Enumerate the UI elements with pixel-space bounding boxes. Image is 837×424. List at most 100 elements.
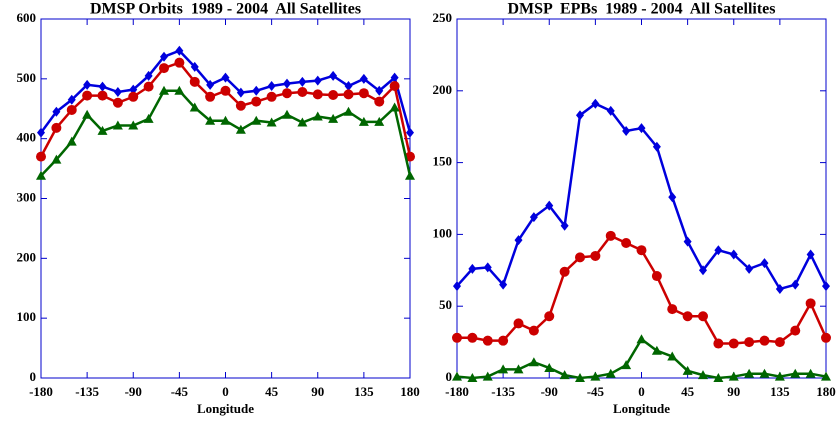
marker bbox=[174, 85, 185, 95]
marker bbox=[297, 86, 308, 97]
marker bbox=[297, 117, 308, 127]
marker bbox=[128, 120, 139, 130]
y-tick-label: 300 bbox=[17, 189, 37, 204]
marker bbox=[590, 371, 601, 381]
marker bbox=[528, 357, 539, 367]
y-tick-label: 100 bbox=[17, 309, 37, 324]
marker bbox=[97, 90, 108, 101]
marker bbox=[667, 304, 678, 315]
marker bbox=[36, 151, 46, 162]
marker bbox=[328, 89, 339, 100]
marker bbox=[283, 78, 291, 89]
marker bbox=[83, 79, 92, 90]
marker bbox=[806, 249, 815, 260]
marker bbox=[482, 371, 493, 381]
marker bbox=[82, 90, 93, 101]
marker bbox=[729, 249, 738, 260]
marker bbox=[636, 334, 647, 344]
marker bbox=[205, 91, 216, 102]
marker bbox=[622, 126, 631, 137]
marker bbox=[637, 123, 646, 134]
marker bbox=[482, 335, 493, 346]
marker bbox=[312, 89, 323, 100]
marker bbox=[52, 106, 61, 117]
marker bbox=[358, 88, 369, 99]
marker bbox=[406, 127, 414, 138]
marker bbox=[698, 370, 708, 380]
marker bbox=[760, 258, 769, 269]
marker bbox=[36, 170, 46, 180]
marker bbox=[312, 111, 323, 121]
marker bbox=[744, 368, 755, 378]
marker bbox=[374, 116, 385, 126]
marker bbox=[576, 110, 584, 121]
marker bbox=[143, 113, 154, 123]
x-tick-label: 45 bbox=[681, 384, 695, 399]
marker bbox=[452, 332, 462, 343]
y-tick-label: 0 bbox=[446, 369, 453, 384]
marker bbox=[744, 337, 755, 348]
marker bbox=[698, 311, 708, 322]
marker bbox=[759, 368, 770, 378]
marker bbox=[452, 371, 462, 381]
marker bbox=[651, 345, 662, 355]
marker bbox=[651, 271, 662, 282]
marker bbox=[759, 335, 770, 346]
marker bbox=[468, 263, 477, 274]
marker bbox=[235, 124, 246, 134]
marker bbox=[575, 373, 585, 382]
marker bbox=[774, 337, 785, 348]
marker bbox=[683, 236, 692, 247]
y-tick-label: 150 bbox=[433, 154, 453, 169]
marker bbox=[189, 102, 200, 112]
y-tick-label: 400 bbox=[17, 130, 37, 145]
x-tick-label: -90 bbox=[125, 384, 142, 399]
y-tick-label: 200 bbox=[17, 249, 37, 264]
marker bbox=[575, 252, 585, 263]
marker bbox=[37, 127, 45, 138]
marker bbox=[343, 89, 354, 100]
marker bbox=[128, 91, 139, 102]
x-tick-label: 135 bbox=[354, 384, 374, 399]
marker bbox=[713, 373, 724, 382]
x-tick-label: -90 bbox=[541, 384, 558, 399]
marker bbox=[728, 371, 739, 381]
chart-title: DMSP Orbits 1989 - 2004 All Satellites bbox=[90, 1, 361, 18]
y-tick-label: 250 bbox=[433, 10, 453, 25]
marker bbox=[329, 70, 338, 81]
marker bbox=[544, 362, 555, 372]
x-tick-label: 90 bbox=[311, 384, 324, 399]
marker bbox=[112, 97, 123, 108]
marker bbox=[252, 85, 261, 96]
marker bbox=[358, 116, 369, 126]
marker bbox=[267, 81, 276, 92]
marker bbox=[467, 373, 478, 382]
x-tick-label: 135 bbox=[770, 384, 790, 399]
marker bbox=[359, 73, 368, 84]
plot-frame bbox=[456, 18, 827, 379]
series-line bbox=[40, 89, 412, 177]
marker bbox=[621, 360, 632, 370]
marker bbox=[790, 368, 801, 378]
marker bbox=[529, 212, 538, 223]
marker bbox=[821, 371, 831, 381]
x-axis-label: Longitude bbox=[613, 401, 670, 416]
x-tick-label: -135 bbox=[75, 384, 99, 399]
marker bbox=[821, 332, 831, 343]
y-tick-label: 200 bbox=[433, 82, 453, 97]
marker bbox=[559, 370, 570, 380]
x-tick-label: 45 bbox=[265, 384, 279, 399]
marker bbox=[51, 154, 62, 164]
marker bbox=[590, 250, 601, 261]
marker bbox=[605, 368, 616, 378]
marker bbox=[51, 122, 62, 133]
marker bbox=[713, 338, 724, 349]
marker bbox=[667, 351, 678, 361]
marker bbox=[791, 279, 800, 290]
marker bbox=[98, 81, 107, 92]
marker bbox=[66, 136, 77, 146]
marker bbox=[621, 238, 632, 249]
x-tick-label: -180 bbox=[29, 384, 53, 399]
marker bbox=[389, 102, 400, 112]
